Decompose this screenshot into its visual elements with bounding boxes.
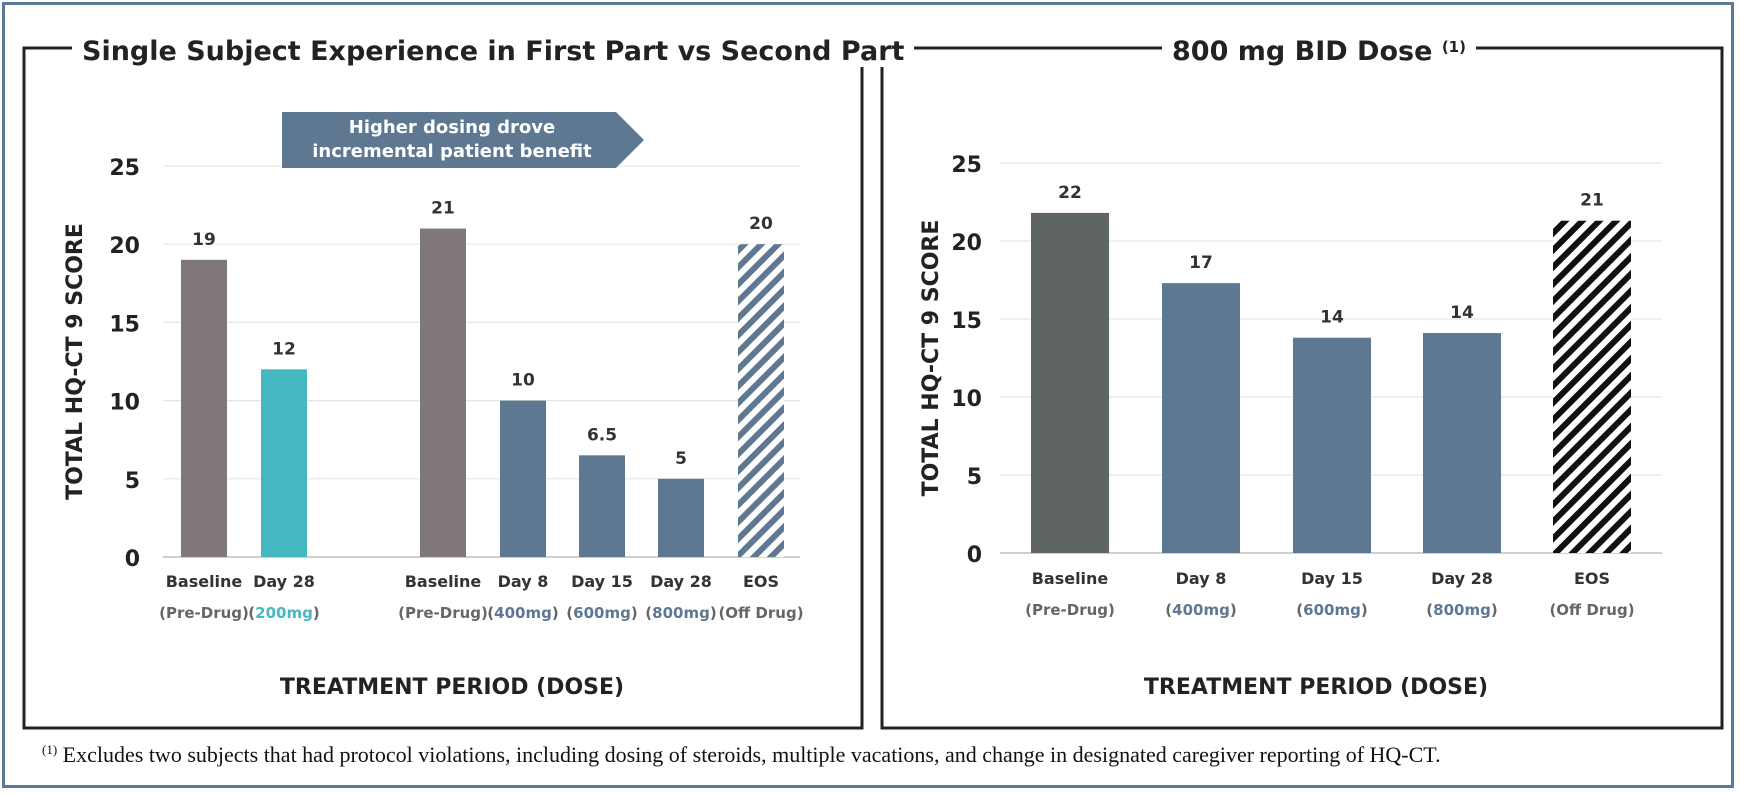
x-tick-label: Day 28 — [253, 572, 315, 591]
right-chart: 0 5 10 15 20 25 TOTAL HQ-CT 9 SCORE 22 Baseline (… — [919, 153, 1662, 700]
data-label: 14 — [1320, 308, 1344, 328]
y-tick-label: 5 — [125, 469, 140, 494]
x-tick-sublabel: (Pre-Drug) — [1025, 601, 1115, 619]
bar — [1031, 212, 1109, 554]
x-tick-label: Day 15 — [571, 572, 633, 591]
callout-line-1: Higher dosing drove — [348, 117, 556, 138]
bar — [500, 400, 546, 557]
x-axis-label: TREATMENT PERIOD (DOSE) — [280, 675, 624, 700]
bar — [1423, 333, 1501, 553]
x-tick-label: EOS — [1574, 569, 1610, 588]
y-tick-label: 25 — [951, 153, 982, 178]
x-tick-sublabel: (Off Drug) — [718, 604, 803, 622]
data-label: 10 — [511, 371, 535, 391]
x-tick-sublabel: (800mg) — [645, 604, 716, 622]
data-label: 14 — [1450, 303, 1474, 323]
y-tick-label: 15 — [951, 309, 982, 334]
x-axis-label: TREATMENT PERIOD (DOSE) — [1144, 675, 1488, 700]
x-tick-label: Baseline — [405, 572, 482, 591]
x-tick-label: Day 28 — [650, 572, 712, 591]
y-tick-label: 5 — [967, 465, 982, 490]
x-tick-sublabel: (Pre-Drug) — [398, 604, 488, 622]
data-label: 6.5 — [587, 425, 617, 445]
data-label: 19 — [192, 230, 216, 250]
data-label: 21 — [431, 199, 455, 219]
data-label: 20 — [749, 214, 773, 234]
right-chart-title: 800 mg BID Dose (1) — [1162, 36, 1476, 67]
y-tick-label: 15 — [109, 312, 140, 337]
y-tick-label: 0 — [967, 543, 982, 568]
bar — [420, 228, 466, 557]
x-tick-label: Baseline — [166, 572, 243, 591]
x-tick-sublabel: (200mg) — [248, 604, 319, 622]
x-tick-sublabel: (Pre-Drug) — [159, 604, 249, 622]
x-tick-sublabel: (Off Drug) — [1549, 601, 1634, 619]
data-label: 22 — [1058, 183, 1082, 203]
bar — [1553, 220, 1631, 553]
bar — [1293, 337, 1371, 553]
x-tick-label: Day 8 — [498, 572, 549, 591]
x-tick-sublabel: (400mg) — [487, 604, 558, 622]
x-tick-sublabel: (400mg) — [1165, 601, 1236, 619]
callout-line-2: incremental patient benefit — [312, 141, 592, 162]
footnote-text: Excludes two subjects that had protocol … — [57, 742, 1441, 767]
bar — [579, 455, 625, 557]
x-tick-label: EOS — [743, 572, 779, 591]
y-tick-label: 0 — [125, 547, 140, 572]
x-tick-sublabel: (600mg) — [566, 604, 637, 622]
x-tick-label: Day 28 — [1431, 569, 1493, 588]
left-chart: 0 5 10 15 20 25 TOTAL HQ-CT 9 SCORE 19 Baseline (… — [63, 156, 804, 700]
y-tick-label: 20 — [109, 234, 140, 259]
x-tick-label: Day 8 — [1176, 569, 1227, 588]
y-axis-label: TOTAL HQ-CT 9 SCORE — [919, 220, 944, 497]
y-tick-label: 10 — [109, 391, 140, 416]
y-tick-label: 20 — [951, 231, 982, 256]
x-tick-label: Baseline — [1032, 569, 1109, 588]
bar — [1162, 283, 1240, 553]
footnote: (1) Excludes two subjects that had proto… — [42, 742, 1441, 768]
y-tick-label: 25 — [109, 156, 140, 181]
bar — [181, 259, 227, 557]
bar — [738, 244, 784, 557]
x-tick-sublabel: (800mg) — [1426, 601, 1497, 619]
x-tick-sublabel: (600mg) — [1296, 601, 1367, 619]
y-axis-label: TOTAL HQ-CT 9 SCORE — [63, 223, 88, 500]
data-label: 17 — [1189, 253, 1213, 273]
data-label: 12 — [272, 339, 296, 359]
footnote-marker: (1) — [42, 742, 58, 757]
bar — [658, 478, 704, 557]
bar — [261, 369, 307, 557]
data-label: 5 — [675, 449, 687, 469]
data-label: 21 — [1580, 191, 1604, 211]
y-tick-label: 10 — [951, 387, 982, 412]
x-tick-label: Day 15 — [1301, 569, 1363, 588]
benefit-callout: Higher dosing drove incremental patient … — [282, 112, 644, 168]
left-chart-title: Single Subject Experience in First Part … — [72, 36, 915, 67]
